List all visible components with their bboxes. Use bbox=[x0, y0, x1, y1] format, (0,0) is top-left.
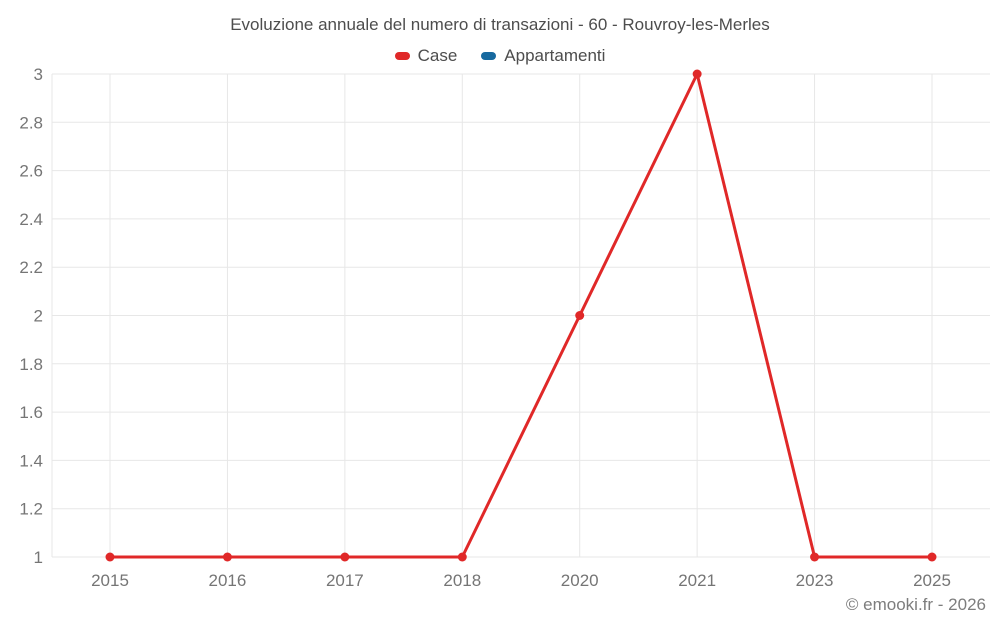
data-point-case bbox=[692, 69, 702, 79]
data-point-case bbox=[340, 552, 350, 562]
y-tick-label: 1.4 bbox=[19, 451, 43, 470]
data-point-case bbox=[457, 552, 467, 562]
legend-label-appartamenti: Appartamenti bbox=[504, 46, 606, 65]
legend-swatch-case-icon bbox=[394, 52, 410, 60]
legend-swatch-appartamenti-icon bbox=[481, 52, 497, 60]
data-point-case bbox=[105, 552, 115, 562]
legend-item-case[interactable]: Case bbox=[394, 46, 458, 66]
chart-legend: Case Appartamenti bbox=[0, 46, 1000, 66]
y-tick-label: 2.6 bbox=[19, 162, 43, 181]
x-tick-label: 2020 bbox=[561, 571, 599, 590]
data-point-case bbox=[927, 552, 937, 562]
y-tick-label: 2 bbox=[34, 306, 43, 325]
data-point-case bbox=[810, 552, 820, 562]
x-tick-label: 2023 bbox=[796, 571, 834, 590]
y-tick-label: 2.8 bbox=[19, 113, 43, 132]
x-tick-label: 2021 bbox=[678, 571, 716, 590]
x-tick-label: 2018 bbox=[443, 571, 481, 590]
y-tick-label: 2.4 bbox=[19, 210, 43, 229]
series-line-case bbox=[108, 72, 934, 559]
x-tick-label: 2025 bbox=[913, 571, 951, 590]
copyright-credit: © emooki.fr - 2026 bbox=[845, 595, 986, 614]
data-point-case bbox=[222, 552, 232, 562]
x-tick-label: 2016 bbox=[209, 571, 247, 590]
legend-item-appartamenti[interactable]: Appartamenti bbox=[481, 46, 605, 66]
data-point-case bbox=[575, 311, 585, 320]
legend-label-case: Case bbox=[417, 46, 458, 65]
y-tick-label: 1.6 bbox=[19, 403, 43, 422]
y-tick-label: 1 bbox=[34, 548, 43, 567]
x-tick-label: 2015 bbox=[91, 571, 129, 590]
y-tick-label: 3 bbox=[34, 65, 43, 84]
x-tick-label: 2017 bbox=[326, 571, 364, 590]
y-tick-label: 1.8 bbox=[19, 355, 43, 374]
chart-title: Evoluzione annuale del numero di transaz… bbox=[230, 15, 770, 34]
y-tick-label: 1.2 bbox=[19, 500, 43, 519]
y-tick-label: 2.2 bbox=[19, 258, 43, 277]
